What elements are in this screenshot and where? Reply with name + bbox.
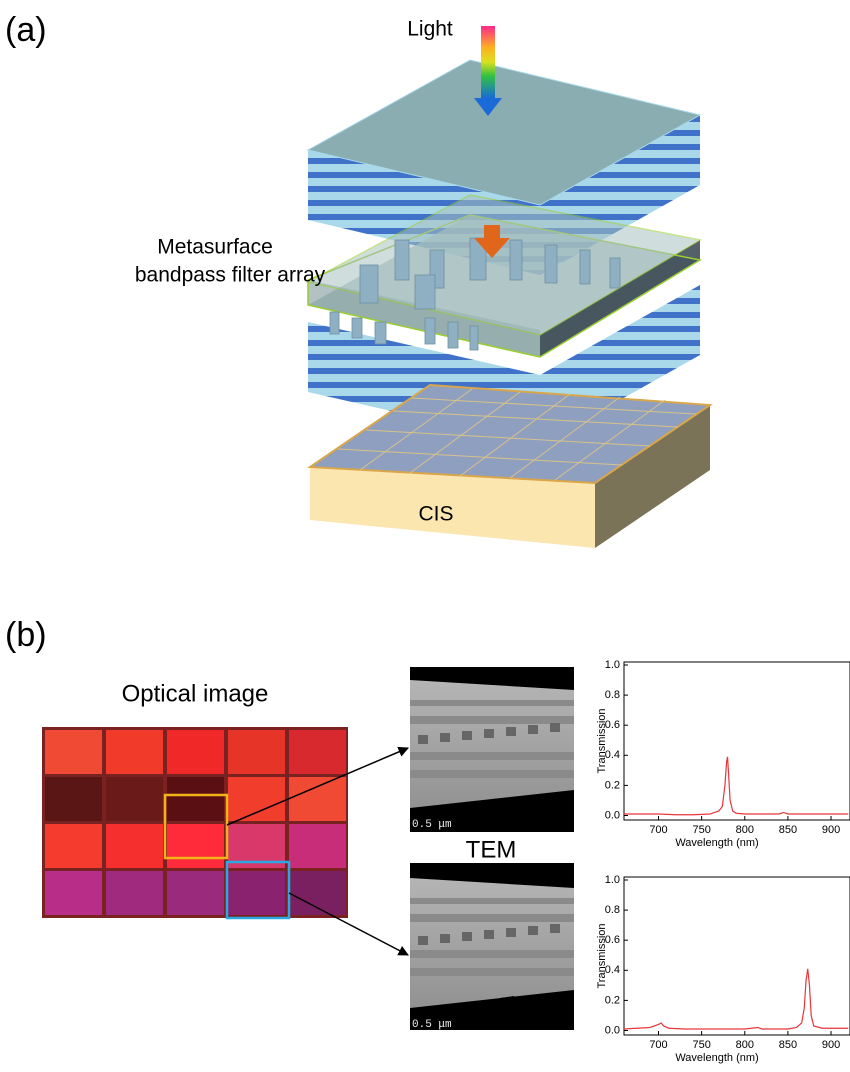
optical-pixel <box>167 730 224 774</box>
optical-pixel <box>45 871 102 915</box>
x-tick-label: 700 <box>649 824 667 836</box>
y-tick-label: 0.2 <box>605 779 620 791</box>
optical-pixel <box>45 730 102 774</box>
optical-pixel <box>289 824 346 868</box>
optical-pixel <box>106 824 163 868</box>
figure: (a) Light Metasurface bandpass filter ar… <box>0 0 850 1072</box>
optical-image <box>42 727 348 918</box>
optical-pixel <box>106 730 163 774</box>
y-tick-label: 0.8 <box>605 904 620 916</box>
x-axis-label: Wavelength (nm) <box>675 1052 758 1064</box>
optical-pixel <box>45 824 102 868</box>
optical-pixel <box>106 777 163 821</box>
x-tick-label: 800 <box>736 824 754 836</box>
x-tick-label: 800 <box>736 1039 754 1051</box>
y-tick-label: 0.0 <box>605 1024 620 1036</box>
optical-pixel <box>228 777 285 821</box>
cis-label: CIS <box>418 503 453 526</box>
y-tick-label: 0.0 <box>605 809 620 821</box>
optical-pixel <box>228 730 285 774</box>
optical-pixel <box>45 777 102 821</box>
spectrum-line <box>624 969 848 1029</box>
optical-pixel <box>289 730 346 774</box>
plot-frame <box>624 877 850 1035</box>
optical-pixel <box>167 824 224 868</box>
scale-bar-label: 0.5 μm <box>412 1019 452 1031</box>
x-tick-label: 750 <box>692 1039 710 1051</box>
optical-pixel <box>289 777 346 821</box>
x-tick-label: 850 <box>779 824 797 836</box>
optical-title: Optical image <box>122 680 269 707</box>
y-tick-label: 0.8 <box>605 689 620 701</box>
x-tick-label: 900 <box>822 1039 840 1051</box>
connector-arrow <box>289 893 408 955</box>
cis-block <box>310 385 710 548</box>
tem-image <box>410 667 574 832</box>
optical-pixel <box>167 777 224 821</box>
y-tick-label: 0.2 <box>605 994 620 1006</box>
x-tick-label: 900 <box>822 824 840 836</box>
panel-label: (a) <box>5 11 47 49</box>
panel-label: (b) <box>5 616 47 654</box>
plot-frame <box>624 662 850 820</box>
optical-pixel <box>228 871 285 915</box>
y-axis-label: Transmission <box>596 924 608 989</box>
filter-label: Metasurface <box>157 236 273 259</box>
light-label: Light <box>407 18 453 41</box>
filter-label: bandpass filter array <box>135 264 326 287</box>
spectrum-line <box>624 757 848 815</box>
optical-pixel <box>106 871 163 915</box>
tem-label: TEM <box>466 836 517 863</box>
x-tick-label: 850 <box>779 1039 797 1051</box>
optical-pixel <box>167 871 224 915</box>
light-arrow <box>481 26 495 98</box>
y-tick-label: 1.0 <box>605 659 620 671</box>
x-tick-label: 700 <box>649 1039 667 1051</box>
tem-image <box>410 863 574 1030</box>
scale-bar-label: 0.5 μm <box>412 819 452 831</box>
x-axis-label: Wavelength (nm) <box>675 837 758 849</box>
y-axis-label: Transmission <box>596 709 608 774</box>
x-tick-label: 750 <box>692 824 710 836</box>
y-tick-label: 1.0 <box>605 874 620 886</box>
